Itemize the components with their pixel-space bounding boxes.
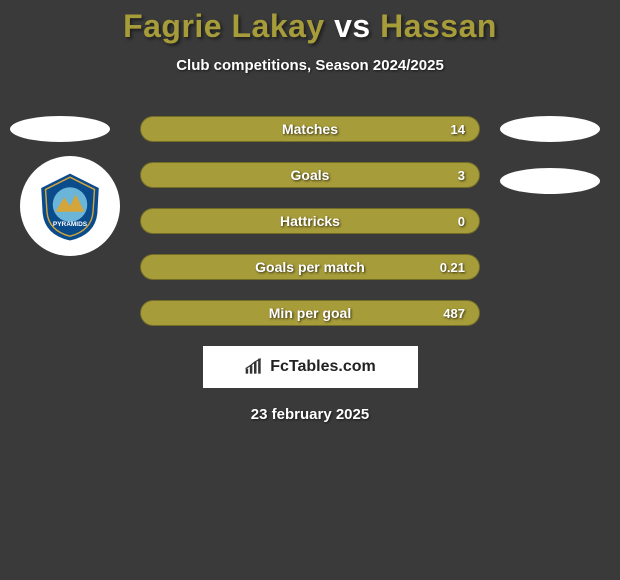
stat-label: Matches — [282, 121, 338, 137]
stat-row: Matches 14 — [0, 116, 620, 142]
stat-value: 3 — [458, 168, 465, 183]
stat-row: Min per goal 487 — [0, 300, 620, 326]
stats-area: PYRAMIDS Matches14Goals3Hattricks0Goals … — [0, 116, 620, 326]
brand-text: FcTables.com — [270, 358, 376, 376]
stat-label: Min per goal — [269, 305, 351, 321]
stat-row: Goals per match 0.21 — [0, 254, 620, 280]
stat-label: Goals per match — [255, 259, 365, 275]
stat-value: 0 — [458, 214, 465, 229]
chart-icon — [244, 358, 264, 376]
stat-label: Hattricks — [280, 213, 340, 229]
comparison-title: Fagrie Lakay vs Hassan — [0, 8, 620, 45]
stat-row: Goals 3 — [0, 162, 620, 188]
subtitle: Club competitions, Season 2024/2025 — [0, 57, 620, 74]
player2-name: Hassan — [380, 8, 497, 44]
brand-footer: FcTables.com — [203, 346, 418, 388]
stat-label: Goals — [291, 167, 330, 183]
stat-bar: Goals per match 0.21 — [140, 254, 480, 280]
stat-bar: Goals 3 — [140, 162, 480, 188]
stat-value: 487 — [443, 306, 465, 321]
stat-bar: Hattricks 0 — [140, 208, 480, 234]
footer-date: 23 february 2025 — [0, 406, 620, 423]
stat-value: 14 — [451, 122, 465, 137]
stat-row: Hattricks 0 — [0, 208, 620, 234]
stat-bar: Matches 14 — [140, 116, 480, 142]
vs-text: vs — [334, 8, 371, 44]
stat-value: 0.21 — [440, 260, 465, 275]
player1-name: Fagrie Lakay — [123, 8, 325, 44]
stat-bar: Min per goal 487 — [140, 300, 480, 326]
